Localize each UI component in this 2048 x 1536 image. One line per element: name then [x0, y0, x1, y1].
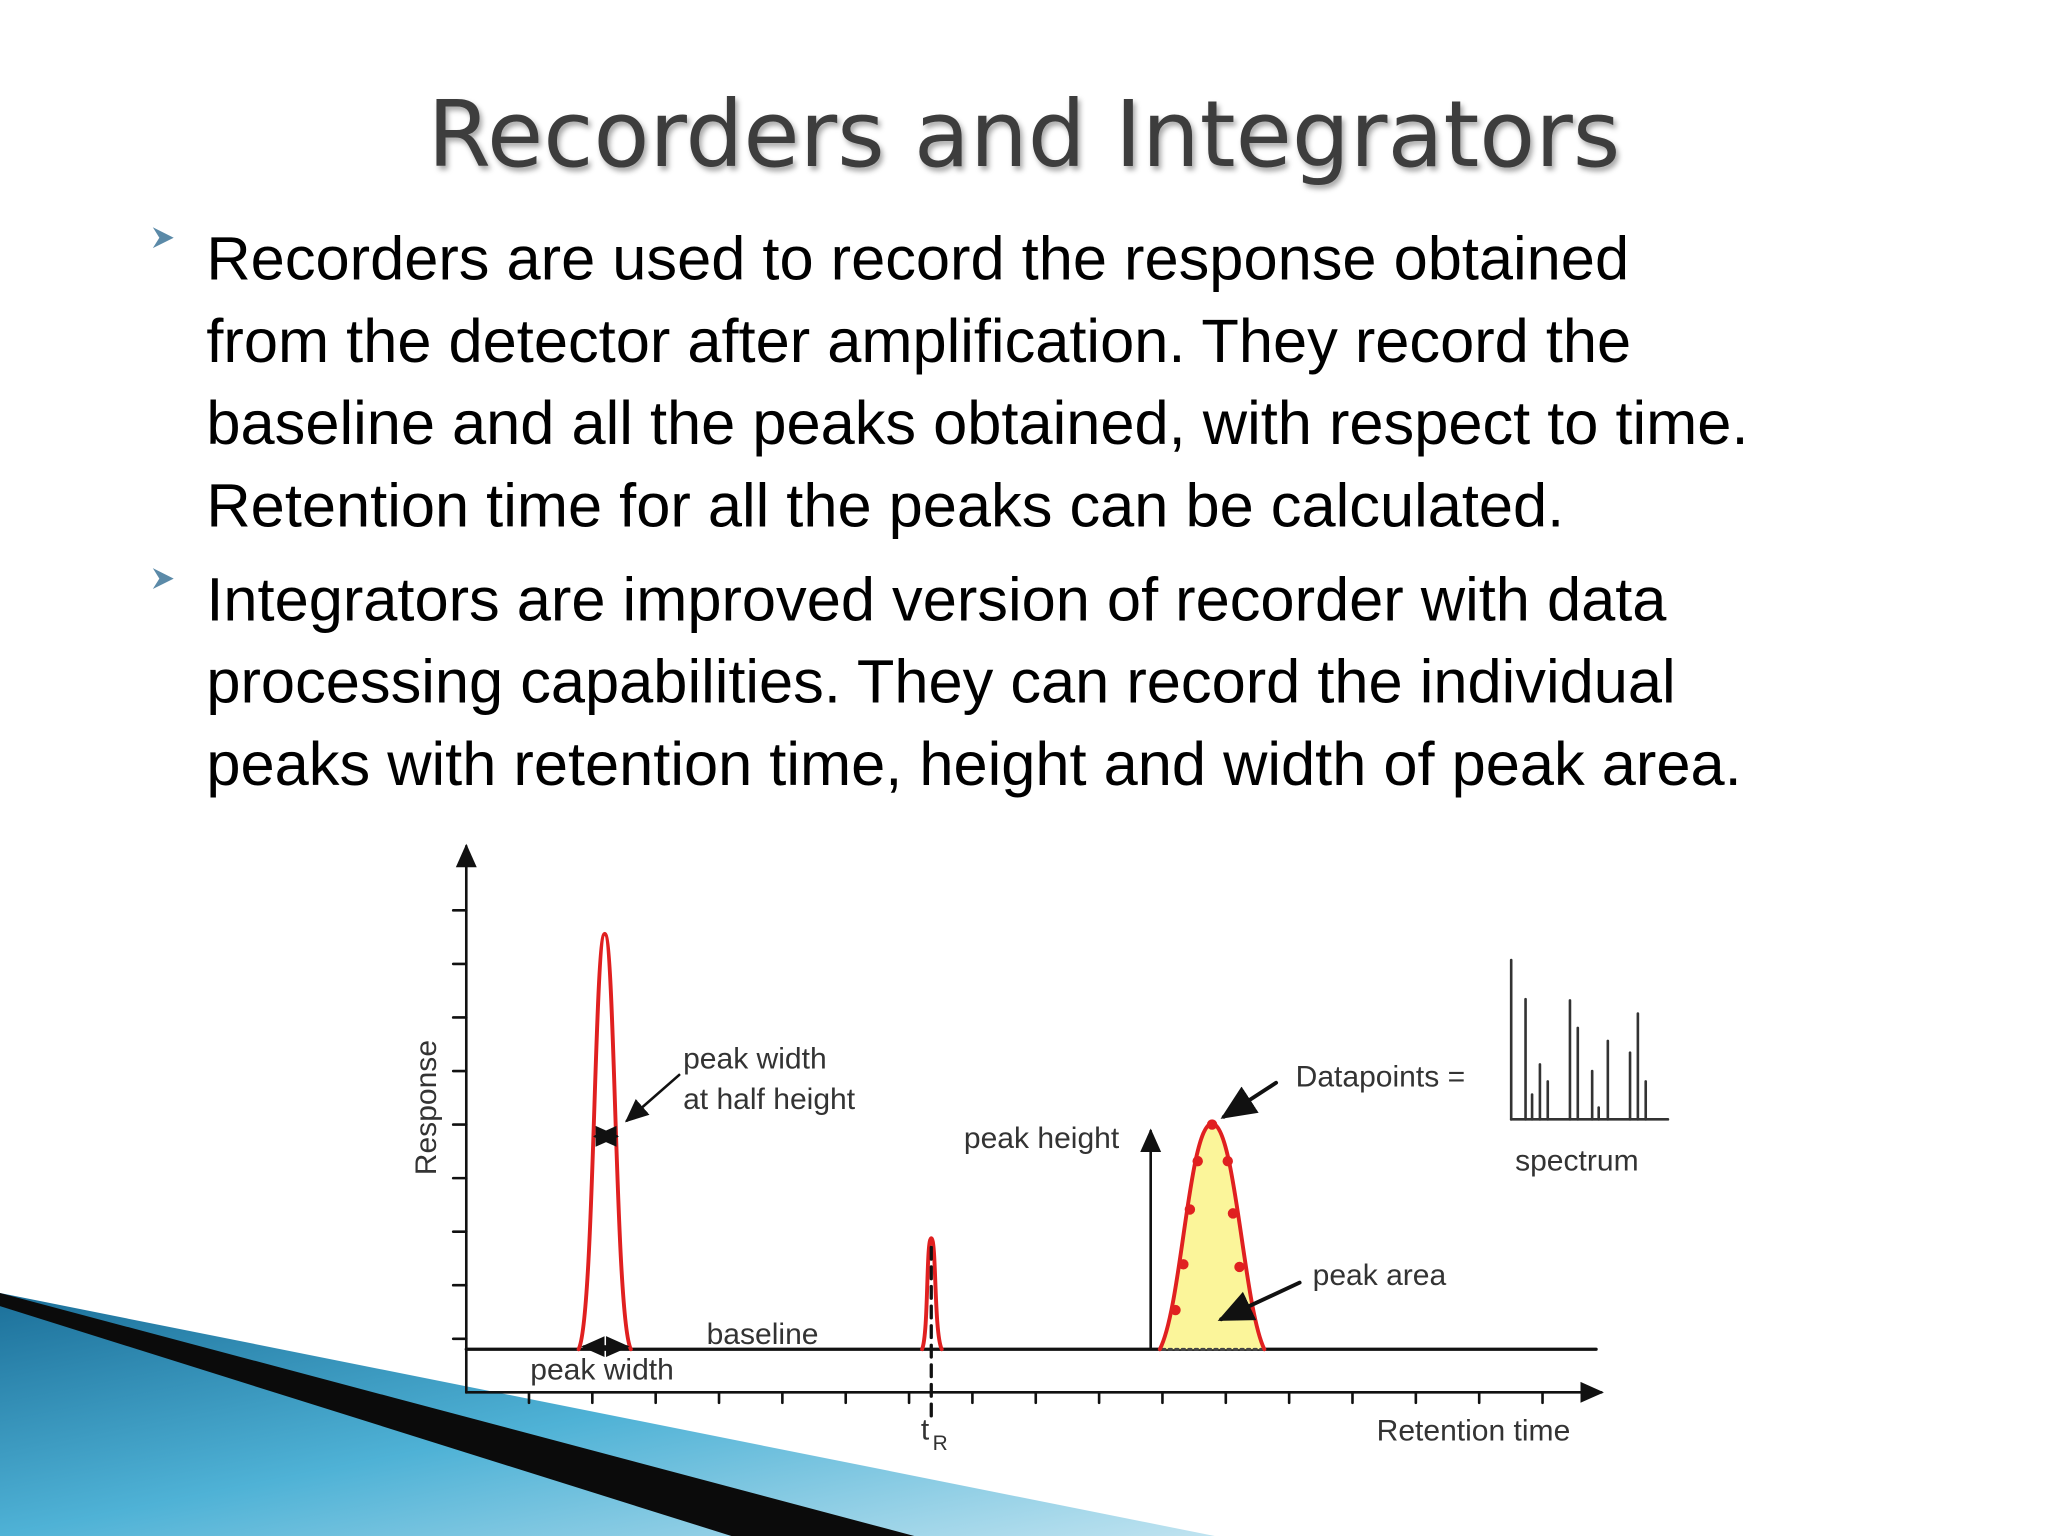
- half-height-label: at half height: [683, 1083, 856, 1116]
- baseline-label: baseline: [707, 1318, 819, 1351]
- bullet-text: peaks with retention time, height and wi…: [206, 730, 1741, 799]
- half-height-pointer: [624, 1073, 681, 1123]
- bullet-text: Retention time for all the peaks can be …: [206, 471, 1564, 540]
- bullet-text: Recorders are used to record the respons…: [206, 225, 1629, 294]
- corner-wedge: [0, 1293, 915, 1536]
- peak-area-label: peak area: [1313, 1259, 1447, 1292]
- x-ticks: [527, 1391, 1544, 1405]
- peak-width-label: peak width: [530, 1353, 674, 1386]
- corner-decoration: [0, 1293, 1215, 1536]
- slide-title: Recorders and Integrators: [428, 81, 1621, 188]
- chromatogram-figure: Response Retention time peak width at ha…: [410, 843, 1670, 1455]
- peak-area-fill: [1159, 1123, 1265, 1350]
- bullet-marker: [152, 568, 174, 590]
- peak-1: [576, 931, 633, 1352]
- bullet-text: Integrators are improved version of reco…: [206, 565, 1667, 634]
- y-axis-label: Response: [410, 1040, 443, 1175]
- spectrum-inset: [1509, 958, 1670, 1121]
- peak-area-pointer: [1217, 1280, 1302, 1322]
- peak-2: [920, 1236, 944, 1352]
- bullet-text: processing capabilities. They can record…: [206, 648, 1675, 717]
- x-axis-label: Retention time: [1377, 1415, 1571, 1448]
- datapoints-label: Datapoints =: [1296, 1061, 1465, 1094]
- bullet-text: baseline and all the peaks obtained, wit…: [206, 389, 1748, 458]
- peak-height-label: peak height: [964, 1122, 1120, 1155]
- bullet-marker: [152, 227, 174, 249]
- half-height-label: peak width: [683, 1042, 827, 1075]
- retention-marker-label: t: [921, 1413, 930, 1446]
- datapoints-pointer: [1220, 1080, 1279, 1119]
- retention-marker-subscript: R: [933, 1432, 948, 1455]
- y-ticks: [451, 909, 468, 1341]
- spectrum-label: spectrum: [1515, 1144, 1639, 1177]
- bullet-text: from the detector after amplification. T…: [206, 307, 1631, 376]
- bullet-list: Recorders are used to record the respons…: [152, 225, 1749, 799]
